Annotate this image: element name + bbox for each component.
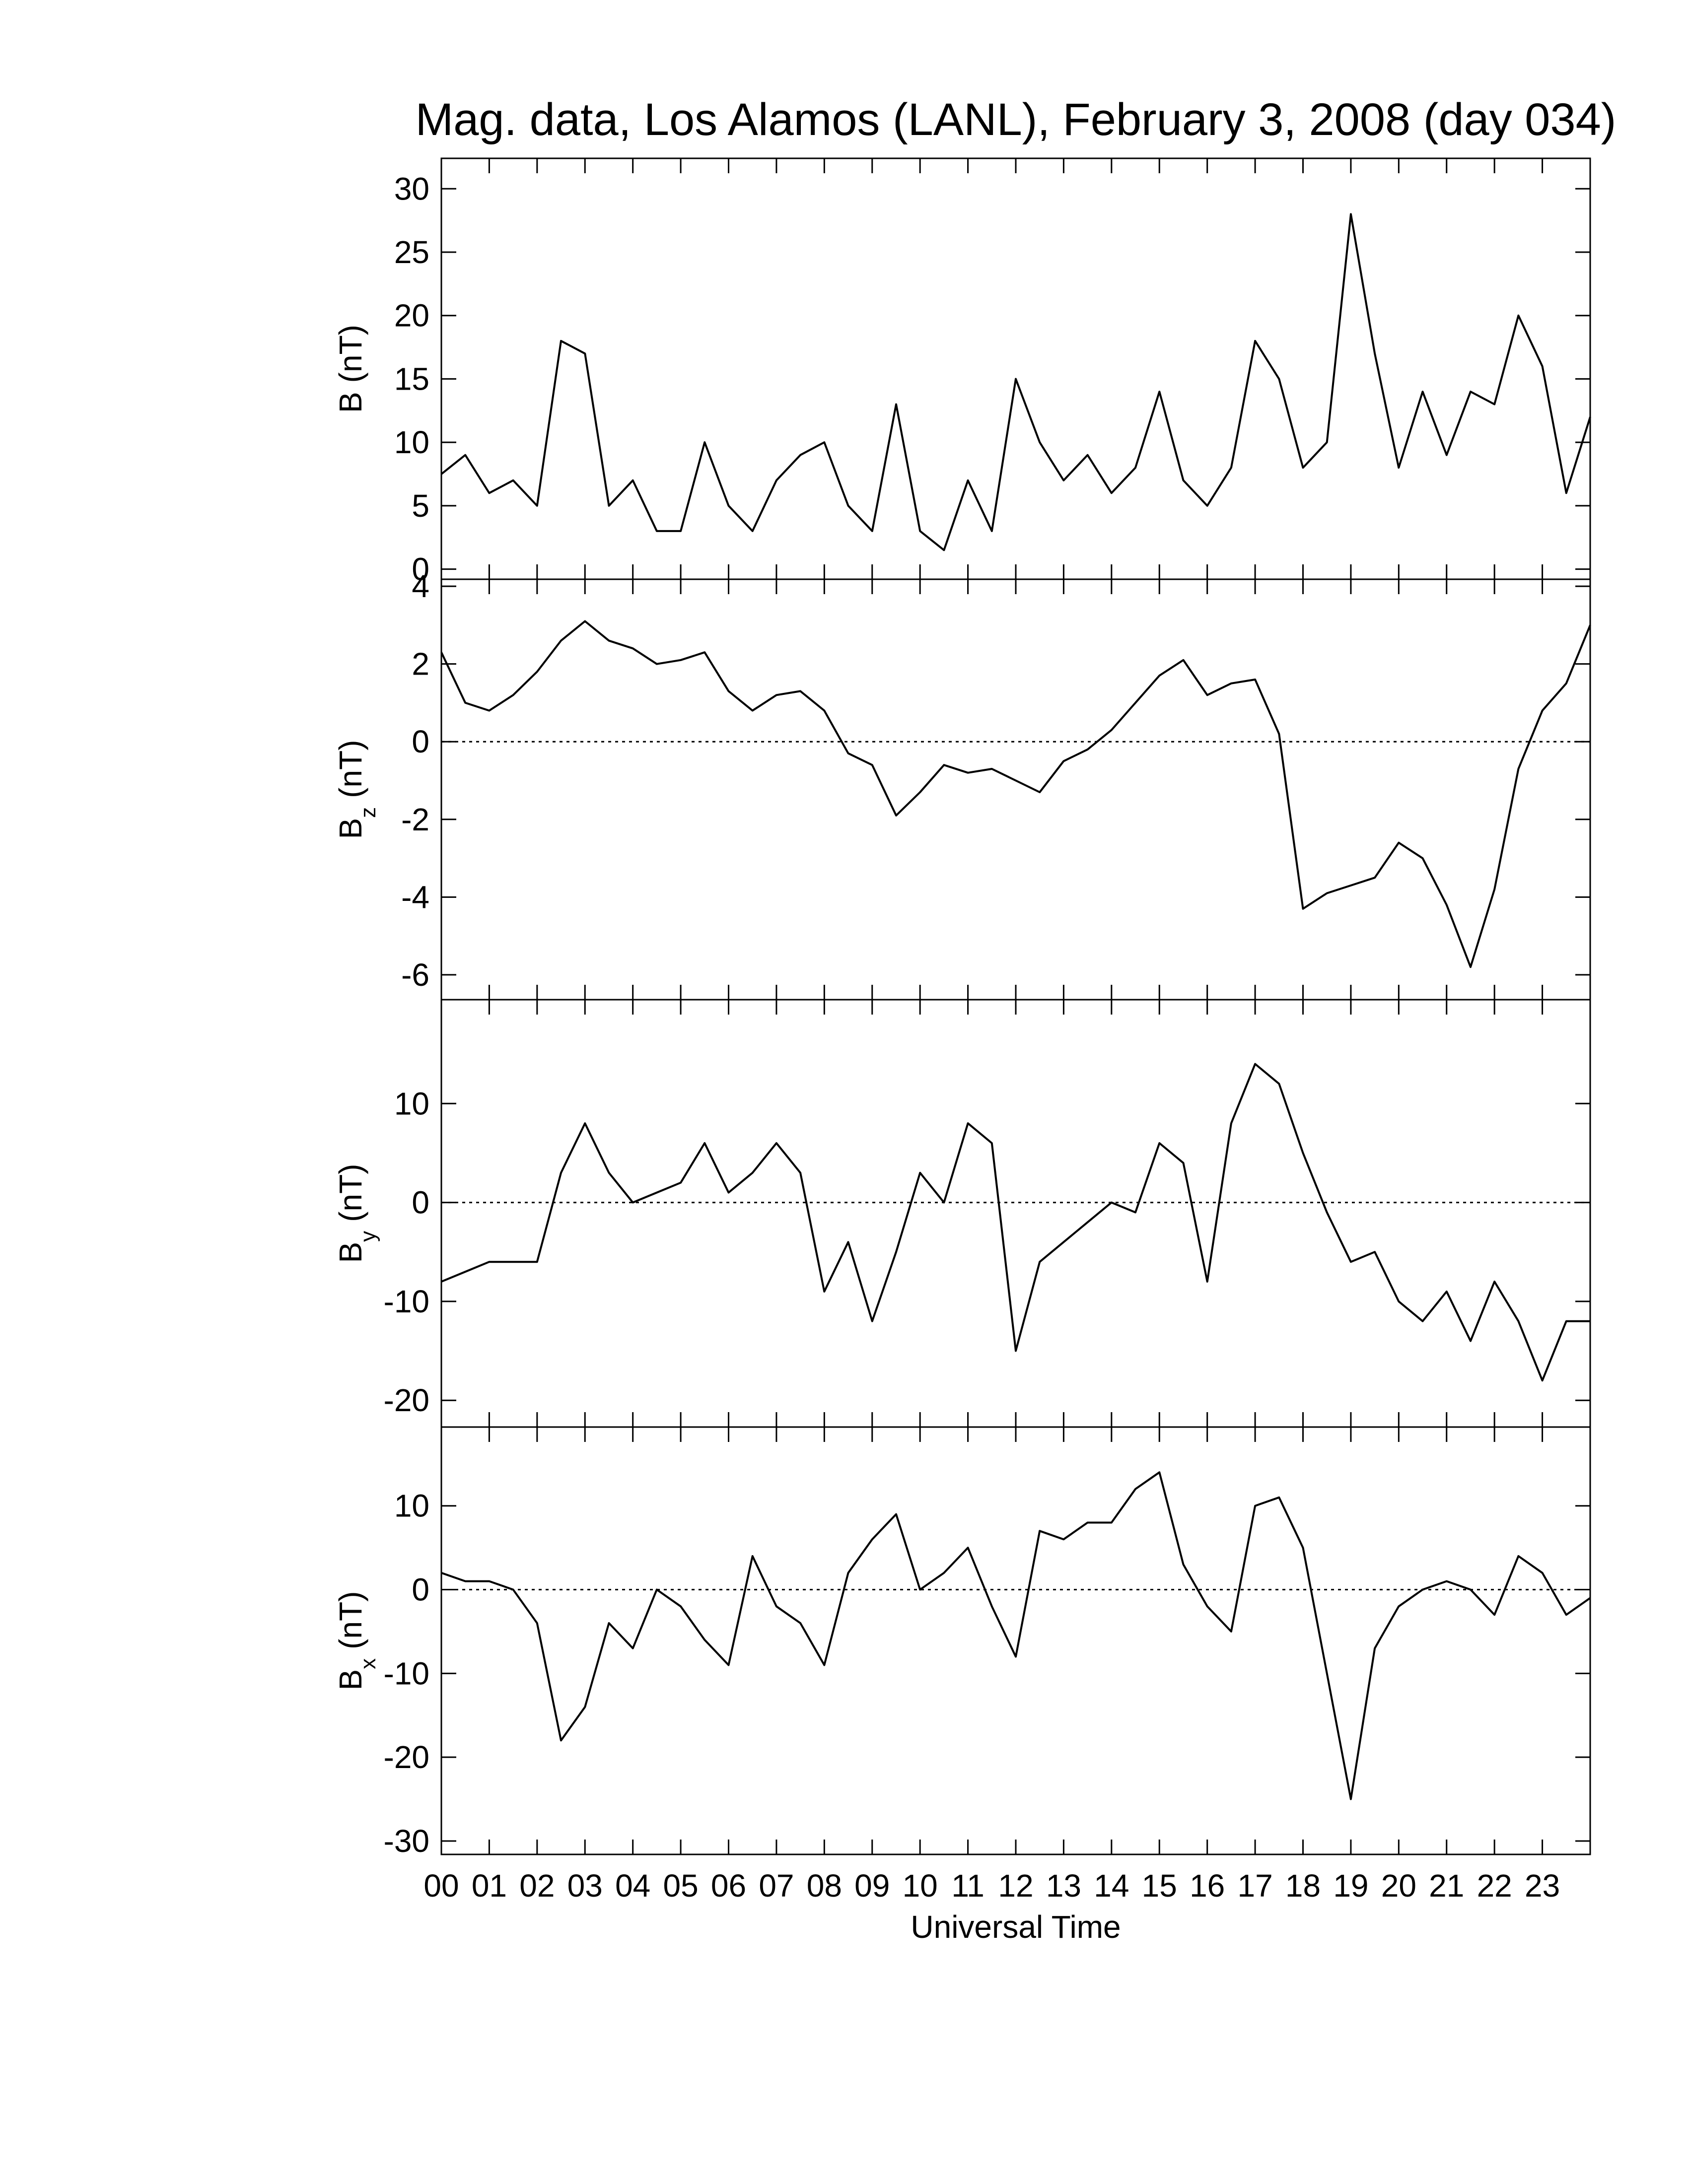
x-tick-label: 22: [1477, 1868, 1512, 1904]
y-tick-label: 0: [412, 551, 429, 587]
y-tick-label: 15: [394, 361, 429, 397]
x-tick-label: 04: [615, 1868, 650, 1904]
plot-frame: [440, 1426, 1591, 1855]
y-tick-label: -6: [401, 957, 429, 993]
x-tick-label: 18: [1285, 1868, 1321, 1904]
y-tick-label: -10: [384, 1284, 430, 1319]
y-axis-label: Bz (nT): [333, 740, 380, 839]
y-tick-label: -30: [384, 1823, 430, 1859]
x-tick-label: 00: [423, 1868, 459, 1904]
y-label-unit: (nT): [333, 740, 368, 798]
x-axis-label: Universal Time: [911, 1909, 1121, 1945]
x-tick-label: 09: [854, 1868, 890, 1904]
y-tick-label: 2: [412, 646, 429, 682]
x-tick-label: 21: [1429, 1868, 1464, 1904]
y-axis-label: By (nT): [333, 1164, 380, 1263]
x-tick-label: 15: [1142, 1868, 1177, 1904]
y-label-symbol: B: [333, 1669, 368, 1691]
y-tick-label: -10: [384, 1655, 430, 1691]
y-label-symbol: B: [333, 1242, 368, 1263]
x-tick-label: 10: [903, 1868, 938, 1904]
x-tick-label: 17: [1237, 1868, 1272, 1904]
x-tick-label: 16: [1190, 1868, 1225, 1904]
x-tick-label: 14: [1094, 1868, 1129, 1904]
y-tick-label: -4: [401, 879, 429, 915]
y-label-unit: (nT): [333, 325, 368, 383]
y-tick-label: 0: [412, 724, 429, 759]
y-label-unit: (nT): [333, 1591, 368, 1649]
y-tick-label: 10: [394, 1086, 429, 1121]
y-label-symbol: B: [333, 818, 368, 839]
x-tick-label: 19: [1333, 1868, 1368, 1904]
y-tick-label: 5: [412, 488, 429, 524]
y-tick-label: -20: [384, 1382, 430, 1418]
chart-title: Mag. data, Los Alamos (LANL), February 3…: [416, 94, 1617, 145]
y-tick-label: 10: [394, 1488, 429, 1524]
x-tick-label: 23: [1525, 1868, 1560, 1904]
x-tick-label: 03: [567, 1868, 603, 1904]
y-label-symbol: B: [333, 392, 368, 413]
y-tick-label: 4: [412, 568, 429, 604]
y-tick-label: 0: [412, 1572, 429, 1608]
x-tick-label: 20: [1381, 1868, 1416, 1904]
data-line: [441, 1471, 1591, 1800]
data-line: [440, 213, 1591, 551]
y-tick-label: 20: [394, 298, 429, 334]
y-tick-label: 0: [412, 1185, 429, 1221]
y-label-unit: (nT): [333, 1164, 368, 1222]
x-tick-label: 05: [663, 1868, 698, 1904]
x-tick-label: 02: [519, 1868, 555, 1904]
x-tick-label: 11: [951, 1868, 984, 1904]
x-tick-label: 12: [998, 1868, 1033, 1904]
x-tick-label: 01: [472, 1868, 507, 1904]
data-line: [441, 1063, 1590, 1382]
y-tick-label: 10: [394, 424, 429, 460]
y-tick-label: 25: [394, 234, 429, 270]
x-tick-label: 06: [711, 1868, 746, 1904]
y-axis-label: B (nT): [333, 325, 368, 413]
x-tick-label: 08: [807, 1868, 842, 1904]
y-label-subscript: y: [356, 1231, 380, 1242]
y-tick-label: -20: [384, 1739, 430, 1775]
x-tick-label: 13: [1046, 1868, 1081, 1904]
y-tick-label: -2: [401, 802, 429, 837]
y-label-subscript: x: [356, 1658, 380, 1669]
data-line: [440, 620, 1591, 968]
y-axis-label: Bx (nT): [333, 1591, 380, 1691]
x-tick-label: 07: [759, 1868, 794, 1904]
y-label-subscript: z: [356, 807, 380, 818]
y-tick-label: 30: [394, 171, 429, 206]
